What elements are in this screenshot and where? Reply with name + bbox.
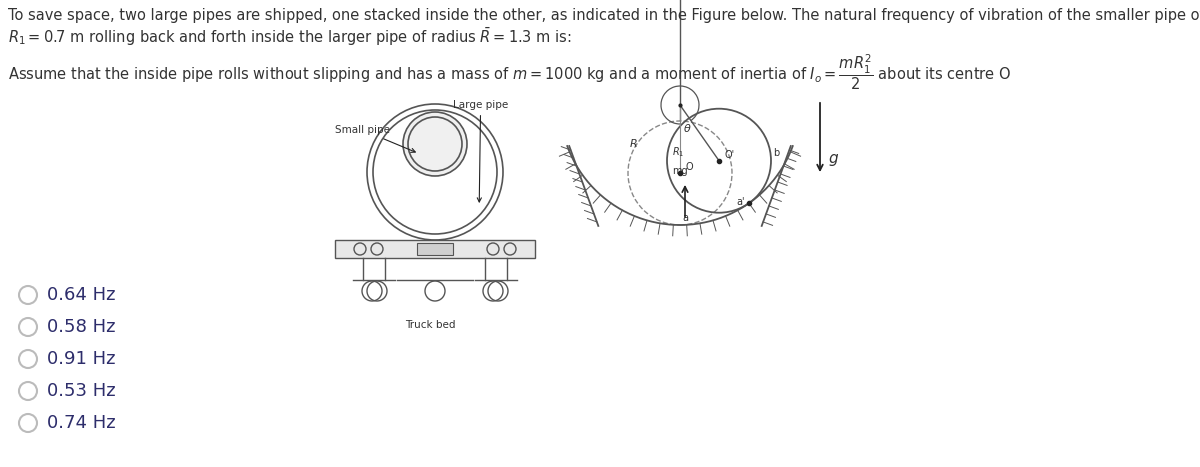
Circle shape [403, 112, 467, 176]
Text: 0.58 Hz: 0.58 Hz [47, 318, 115, 336]
Text: 0.91 Hz: 0.91 Hz [47, 350, 115, 368]
Text: O': O' [724, 150, 734, 160]
Bar [418, 243, 454, 255]
Text: 0.64 Hz: 0.64 Hz [47, 286, 115, 304]
Text: $R_1 = 0.7$ m rolling back and forth inside the larger pipe of radius $\bar{R} =: $R_1 = 0.7$ m rolling back and forth ins… [8, 26, 571, 48]
Text: To save space, two large pipes are shipped, one stacked inside the other, as ind: To save space, two large pipes are shipp… [8, 8, 1200, 23]
Text: Small pipe: Small pipe [335, 125, 415, 152]
Text: b: b [773, 148, 779, 158]
Text: 0.53 Hz: 0.53 Hz [47, 382, 115, 400]
Text: 0.74 Hz: 0.74 Hz [47, 414, 115, 432]
Text: Large pipe: Large pipe [454, 100, 509, 202]
Text: Truck bed: Truck bed [404, 320, 455, 330]
Text: O: O [685, 162, 692, 172]
Text: $g$: $g$ [828, 152, 839, 168]
Text: R: R [630, 140, 637, 149]
Text: $R_1$: $R_1$ [672, 145, 684, 159]
Text: $\theta$: $\theta$ [683, 122, 691, 134]
Bar [335, 240, 535, 258]
Text: Assume that the inside pipe rolls without slipping and has a mass of $m = 1000$ : Assume that the inside pipe rolls withou… [8, 52, 1012, 92]
Text: a': a' [737, 197, 745, 207]
Text: mg: mg [672, 166, 688, 176]
Text: a: a [682, 213, 688, 223]
